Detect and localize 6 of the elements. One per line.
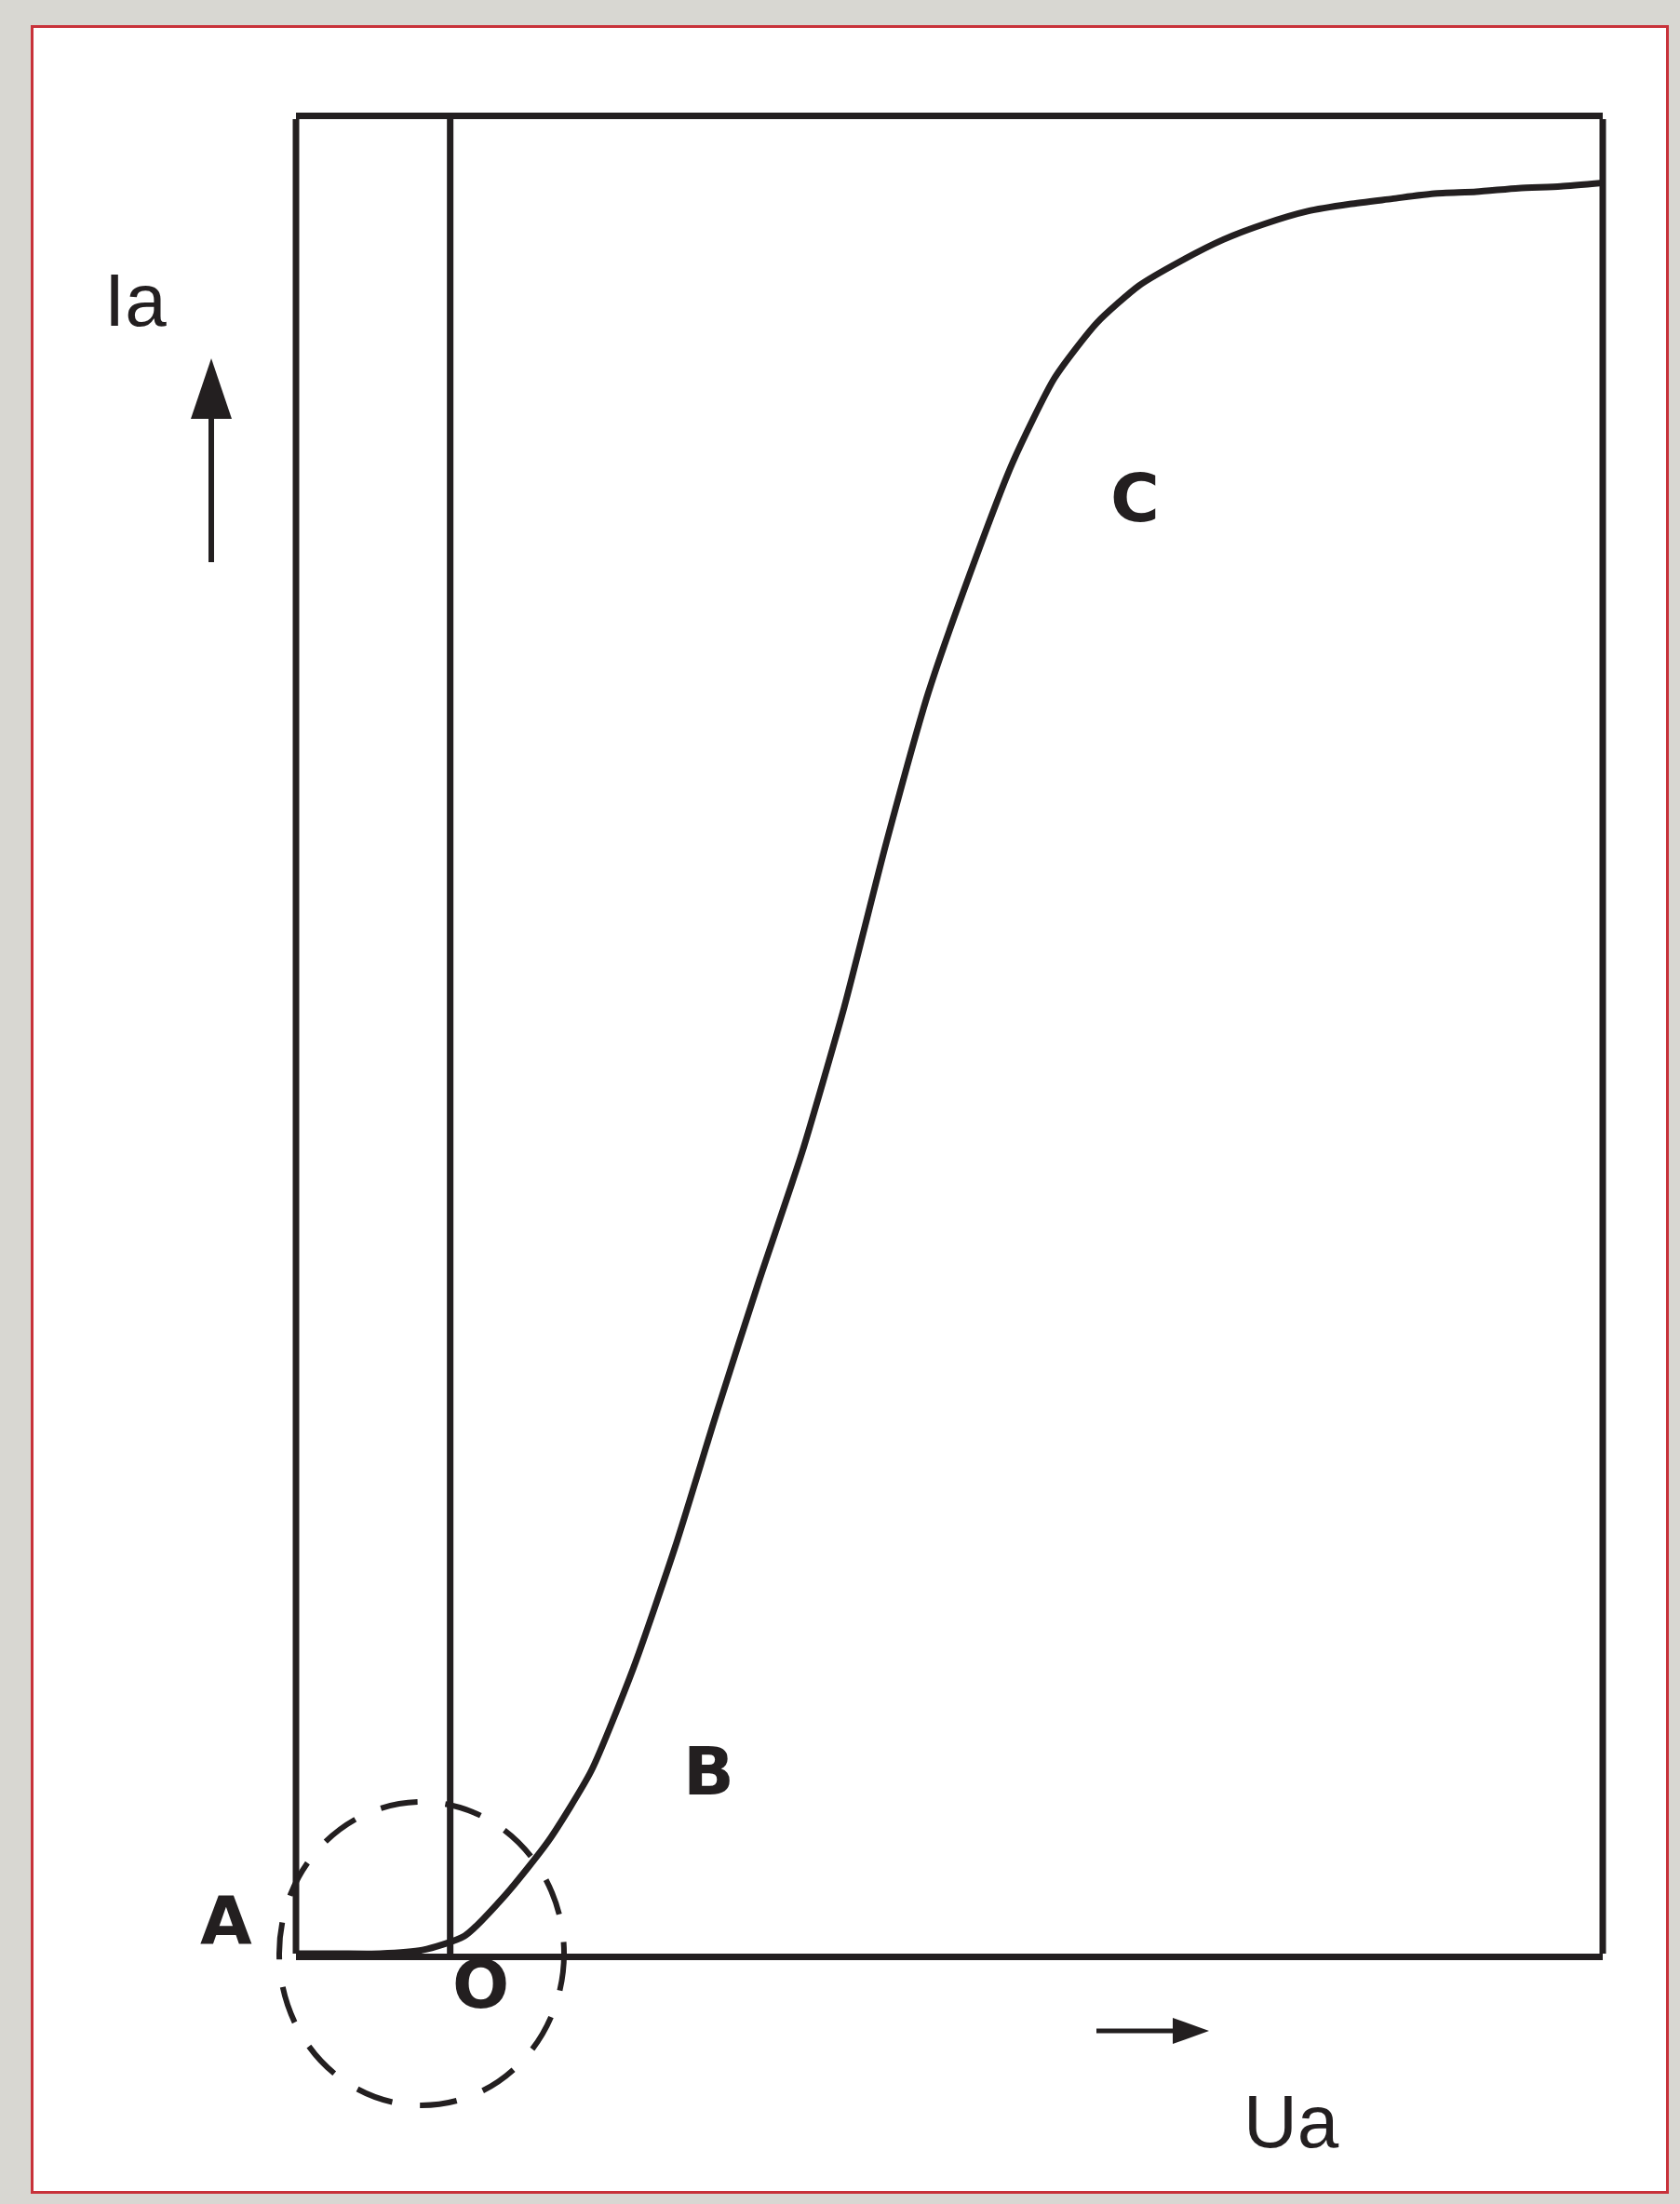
y-axis-title: Ia — [104, 259, 168, 342]
text: A — [200, 1881, 252, 1959]
x-axis-title: Ua — [1243, 2080, 1339, 2163]
annotation: C — [1110, 459, 1160, 537]
annotation: O — [452, 1945, 510, 2023]
annotation: B — [683, 1732, 734, 1810]
